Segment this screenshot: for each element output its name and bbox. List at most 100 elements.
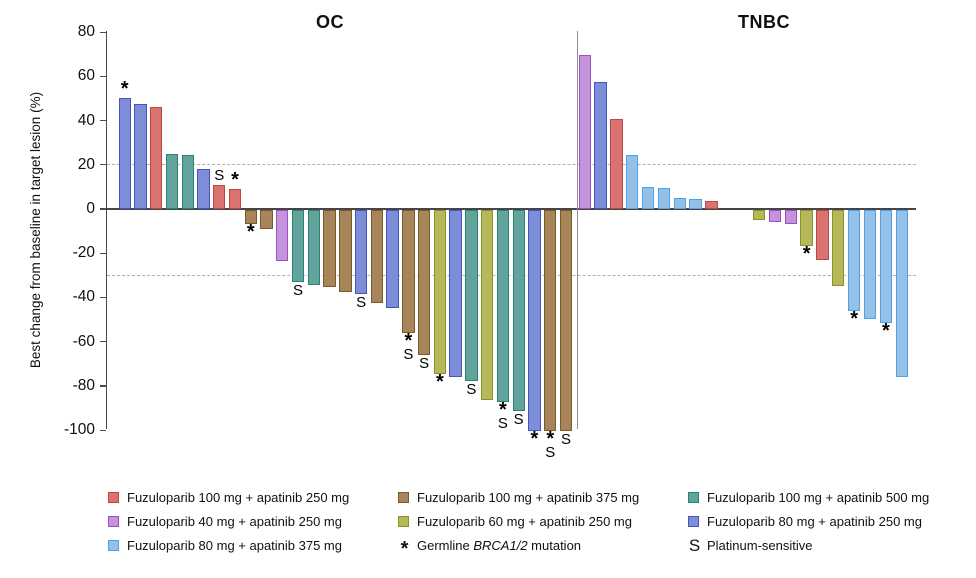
- bar-marks: *: [524, 429, 544, 449]
- bar-marks: * S: [493, 399, 513, 431]
- legend-item: * Germline BRCA1/2 mutation: [398, 535, 582, 560]
- bar-tnbc-1: [578, 55, 591, 209]
- bar-marks: S: [209, 166, 229, 184]
- germline-brca-mark: *: [850, 307, 859, 330]
- y-tick: [99, 164, 106, 166]
- bar-oc-10: [260, 210, 273, 229]
- legend-label: Fuzuloparib 100 mg + apatinib 375 mg: [417, 489, 640, 505]
- bar-marks: S: [414, 354, 434, 372]
- bar-tnbc-17: [832, 210, 845, 287]
- germline-brca-mark: *: [120, 78, 129, 101]
- panel-title-oc: OC: [316, 12, 344, 32]
- bar-oc-25: [496, 210, 510, 403]
- legend-swatch-lightblue: [108, 539, 119, 551]
- bar-tnbc-12: [752, 210, 766, 220]
- reference-line: [107, 164, 916, 166]
- y-tick: [99, 296, 106, 299]
- germline-brca-mark: *: [231, 169, 239, 192]
- platinum-sensitive-mark: S: [560, 431, 571, 449]
- bar-tnbc-2: [594, 81, 607, 209]
- legend-label: Fuzuloparib 40 mg + apatinib 250 mg: [127, 513, 342, 529]
- panel-separator-line: [577, 31, 578, 429]
- y-tick-label: -80: [72, 376, 95, 394]
- legend-label: Fuzuloparib 100 mg + apatinib 500 mg: [707, 489, 930, 505]
- bar-marks: *: [225, 169, 245, 192]
- germline-brca-mark: *: [499, 399, 507, 422]
- y-tick-label: -60: [72, 332, 95, 350]
- legend-item: Fuzuloparib 100 mg + apatinib 250 mg: [108, 487, 349, 507]
- platinum-sensitive-mark: S: [466, 381, 477, 399]
- legend-swatch-purple: [108, 515, 119, 527]
- platinum-sensitive-mark: S: [293, 281, 304, 299]
- y-tick: [99, 252, 106, 254]
- bar-marks: * S: [540, 428, 560, 460]
- bar-oc-28: [544, 210, 557, 432]
- zero-line: [107, 208, 916, 210]
- bar-tnbc-8: [689, 199, 702, 209]
- bar-oc-22: [449, 210, 462, 377]
- bar-oc-17: [370, 210, 384, 303]
- bar-oc-16: [354, 210, 368, 295]
- legend-swatch-red: [108, 491, 119, 503]
- bar-marks: S: [288, 281, 308, 299]
- platinum-sensitive-mark: S: [513, 411, 524, 429]
- legend-item: Fuzuloparib 80 mg + apatinib 250 mg: [688, 511, 922, 531]
- bar-oc-7: [213, 184, 226, 209]
- bar-marks: S: [509, 411, 529, 429]
- germline-brca-mark: *: [546, 428, 555, 451]
- bar-oc-18: [386, 210, 399, 309]
- y-tick-label: 80: [77, 23, 95, 41]
- bar-tnbc-21: [895, 210, 908, 377]
- bar-oc-29: [559, 210, 573, 432]
- legend-item: Fuzuloparib 40 mg + apatinib 250 mg: [108, 511, 342, 531]
- platinum-sensitive-mark: S: [356, 294, 367, 312]
- legend-item: Fuzuloparib 60 mg + apatinib 250 mg: [398, 511, 632, 531]
- bar-marks: * S: [398, 331, 418, 362]
- legend-item: Fuzuloparib 100 mg + apatinib 375 mg: [398, 487, 639, 507]
- y-tick-label: -20: [72, 244, 95, 262]
- bar-oc-15: [339, 210, 352, 292]
- bar-marks: S: [461, 381, 481, 399]
- bar-marks: *: [430, 372, 450, 392]
- s-symbol: S: [688, 535, 701, 555]
- bar-tnbc-6: [657, 187, 671, 209]
- y-tick: [99, 119, 106, 122]
- bar-oc-9: [244, 210, 257, 225]
- bar-tnbc-14: [784, 210, 797, 225]
- y-axis-line: [105, 31, 107, 429]
- bar-oc-2: [134, 103, 147, 209]
- bar-oc-19: [402, 210, 415, 333]
- bar-marks: *: [844, 307, 864, 330]
- platinum-sensitive-mark: S: [214, 166, 225, 184]
- legend-item: S Platinum-sensitive: [688, 535, 813, 555]
- bar-oc-3: [150, 107, 163, 209]
- bar-marks: *: [876, 321, 896, 341]
- bar-oc-12: [291, 210, 305, 282]
- germline-brca-mark: *: [246, 221, 255, 244]
- legend-label: Germline BRCA1/2 mutation: [417, 537, 582, 553]
- reference-line: [107, 274, 916, 276]
- bar-marks: *: [115, 78, 135, 101]
- bar-marks: S: [556, 431, 576, 449]
- y-tick: [99, 31, 106, 33]
- legend: Fuzuloparib 100 mg + apatinib 250 mg Fuzu…: [0, 487, 976, 565]
- germline-brca-mark: *: [802, 243, 811, 266]
- bar-oc-20: [417, 210, 431, 355]
- y-tick: [99, 208, 106, 210]
- platinum-sensitive-mark: S: [419, 354, 430, 372]
- y-tick-label: -100: [63, 421, 95, 439]
- bar-marks: S: [351, 294, 371, 312]
- legend-item: Fuzuloparib 100 mg + apatinib 500 mg: [688, 487, 929, 507]
- bar-oc-27: [528, 210, 541, 432]
- bar-oc-1: [118, 98, 131, 209]
- y-tick-label: -40: [72, 288, 95, 306]
- bar-tnbc-20: [879, 210, 893, 323]
- bar-oc-5: [181, 154, 194, 209]
- legend-swatch-ygreen: [398, 515, 409, 527]
- bar-oc-11: [276, 210, 289, 261]
- y-tick-label: 60: [77, 67, 95, 85]
- bar-tnbc-4: [626, 154, 639, 209]
- bar-tnbc-16: [816, 210, 829, 260]
- y-tick: [99, 429, 106, 431]
